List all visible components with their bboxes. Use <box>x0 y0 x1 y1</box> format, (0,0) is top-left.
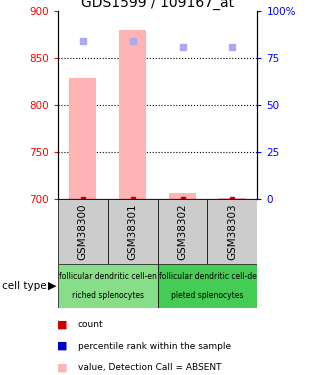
Bar <box>69 78 96 199</box>
Bar <box>169 193 196 199</box>
Title: GDS1599 / 109167_at: GDS1599 / 109167_at <box>81 0 234 10</box>
Text: cell type: cell type <box>2 281 46 291</box>
Bar <box>208 199 257 264</box>
Bar <box>108 199 158 264</box>
Text: riched splenocytes: riched splenocytes <box>72 291 144 300</box>
Bar <box>58 199 108 264</box>
Text: ■: ■ <box>57 320 68 329</box>
Text: count: count <box>78 320 103 329</box>
Text: value, Detection Call = ABSENT: value, Detection Call = ABSENT <box>78 363 221 372</box>
Text: ■: ■ <box>57 341 68 351</box>
Text: follicular dendritic cell-en: follicular dendritic cell-en <box>59 272 157 281</box>
Text: ▶: ▶ <box>48 281 56 291</box>
Text: follicular dendritic cell-de: follicular dendritic cell-de <box>158 272 256 281</box>
Text: ■: ■ <box>57 363 68 373</box>
Bar <box>58 264 158 308</box>
Bar <box>219 198 246 199</box>
Bar <box>158 199 208 264</box>
Bar <box>119 30 146 199</box>
Text: percentile rank within the sample: percentile rank within the sample <box>78 342 231 351</box>
Bar <box>158 264 257 308</box>
Text: GSM38302: GSM38302 <box>178 203 187 260</box>
Text: GSM38303: GSM38303 <box>227 203 238 260</box>
Text: pleted splenocytes: pleted splenocytes <box>171 291 244 300</box>
Text: GSM38300: GSM38300 <box>78 203 88 260</box>
Text: GSM38301: GSM38301 <box>128 203 138 260</box>
